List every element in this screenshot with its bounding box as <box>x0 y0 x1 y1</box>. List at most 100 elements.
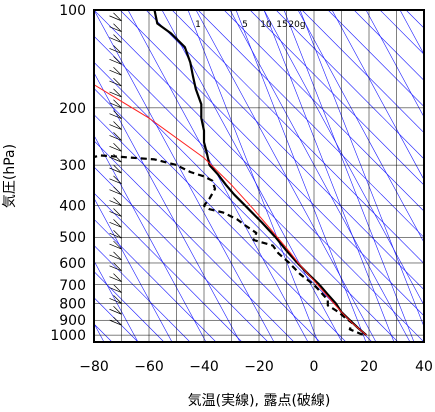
x-tick-label: −60 <box>134 359 164 375</box>
wind-barb <box>120 10 122 11</box>
moist-adiabat <box>229 10 411 342</box>
dry-adiabat <box>353 10 424 81</box>
y-axis-title: 気圧(hPa) <box>2 144 18 208</box>
wind-barb <box>109 164 122 174</box>
mixing-ratio-line <box>187 10 319 342</box>
wind-barb <box>109 143 122 152</box>
y-tick-label: 400 <box>59 199 86 215</box>
dry-adiabat <box>94 88 347 342</box>
wind-barb <box>109 316 122 326</box>
dry-adiabat <box>94 35 399 342</box>
dry-adiabat <box>301 10 424 134</box>
wind-barb <box>109 251 122 261</box>
dry-adiabat <box>327 10 424 108</box>
moist-adiabat <box>297 10 424 244</box>
wind-barb <box>109 186 122 196</box>
y-tick-label: 500 <box>59 230 86 246</box>
x-tick-label: 20 <box>360 359 378 375</box>
dry-adiabat <box>94 140 295 342</box>
y-tick-label: 600 <box>59 256 86 272</box>
wind-barb <box>109 273 122 282</box>
dry-adiabat <box>94 166 269 342</box>
x-tick-label: 40 <box>415 359 433 375</box>
wind-barb <box>109 12 122 22</box>
dry-adiabat <box>94 271 165 342</box>
moist-adiabat <box>94 72 241 342</box>
dry-adiabat <box>249 10 424 186</box>
mixing-ratio-line <box>263 10 395 342</box>
y-tick-label: 1000 <box>50 328 86 344</box>
mixing-ratio-line <box>299 10 424 328</box>
moist-adiabat <box>263 10 424 306</box>
dry-adiabat <box>145 10 424 291</box>
x-tick-label: −20 <box>244 359 274 375</box>
dewpoint-line <box>94 154 364 337</box>
wind-barb <box>109 175 122 185</box>
moist-adiabat <box>331 10 424 181</box>
wind-barb <box>109 56 122 65</box>
dry-adiabat <box>94 61 373 342</box>
temperature-line <box>153 10 368 336</box>
wind-barb <box>109 306 122 315</box>
moist-adiabat <box>399 10 424 55</box>
mixing-ratio-line <box>235 10 367 342</box>
mixing-ratio-label: 5 <box>242 20 248 30</box>
mixing-ratio-label: 1 <box>195 20 201 30</box>
wind-barbs <box>109 10 122 326</box>
adiabat-lines <box>94 10 424 342</box>
y-tick-label: 800 <box>59 297 86 313</box>
wind-barb <box>109 197 122 206</box>
dry-adiabat <box>119 10 424 317</box>
moist-adiabat <box>195 10 377 342</box>
x-tick-label: −80 <box>79 359 109 375</box>
dry-adiabat <box>94 244 191 342</box>
y-tick-label: 100 <box>59 3 86 19</box>
wind-barb <box>109 219 122 228</box>
moist-adiabat <box>94 134 207 342</box>
wind-barb <box>109 77 122 87</box>
moist-adiabat <box>161 10 343 342</box>
x-tick-label: 0 <box>310 359 319 375</box>
dry-adiabat <box>223 10 424 212</box>
y-tick-label: 700 <box>59 278 86 294</box>
wind-barb <box>109 23 122 33</box>
dry-adiabat <box>94 114 321 342</box>
wind-barb <box>109 121 122 130</box>
mixing-ratio-label: 20g <box>288 20 305 30</box>
wind-barb <box>109 132 122 141</box>
grid-lines <box>94 10 424 342</box>
wind-barb <box>109 110 122 119</box>
wind-barb <box>109 45 122 54</box>
wind-barb <box>109 99 122 109</box>
wind-barb <box>109 66 122 76</box>
moist-adiabat <box>94 10 275 342</box>
wind-barb <box>109 262 122 272</box>
dry-adiabat <box>197 10 424 238</box>
sounding-series <box>94 10 368 337</box>
dry-adiabat <box>94 192 243 342</box>
moist-adiabat <box>94 197 173 342</box>
wind-barb <box>109 240 122 250</box>
wind-barb <box>109 229 122 239</box>
dry-adiabat <box>94 218 217 342</box>
wind-barb <box>109 208 122 217</box>
wind-barb <box>109 295 122 304</box>
y-tick-label: 200 <box>59 101 86 117</box>
plot-frame <box>93 9 425 343</box>
dry-adiabat <box>275 10 424 160</box>
dry-adiabat <box>171 10 424 264</box>
x-tick-label: −40 <box>189 359 219 375</box>
x-axis-ticks: −80 −60 −40 −20 0 20 40 <box>79 359 433 375</box>
parcel-line <box>94 84 367 336</box>
x-axis-title: 気温(実線), 露点(破線) <box>188 393 331 409</box>
wind-barb <box>109 284 122 293</box>
y-tick-label: 900 <box>59 313 86 329</box>
mixing-ratio-label: 10 <box>260 20 272 30</box>
moist-adiabat <box>94 260 139 342</box>
wind-barb <box>109 34 122 43</box>
mixing-ratio-line <box>283 10 415 342</box>
mixing-ratio-labels: 1 5 10 15 20g <box>195 20 305 30</box>
moist-adiabat <box>365 10 424 118</box>
